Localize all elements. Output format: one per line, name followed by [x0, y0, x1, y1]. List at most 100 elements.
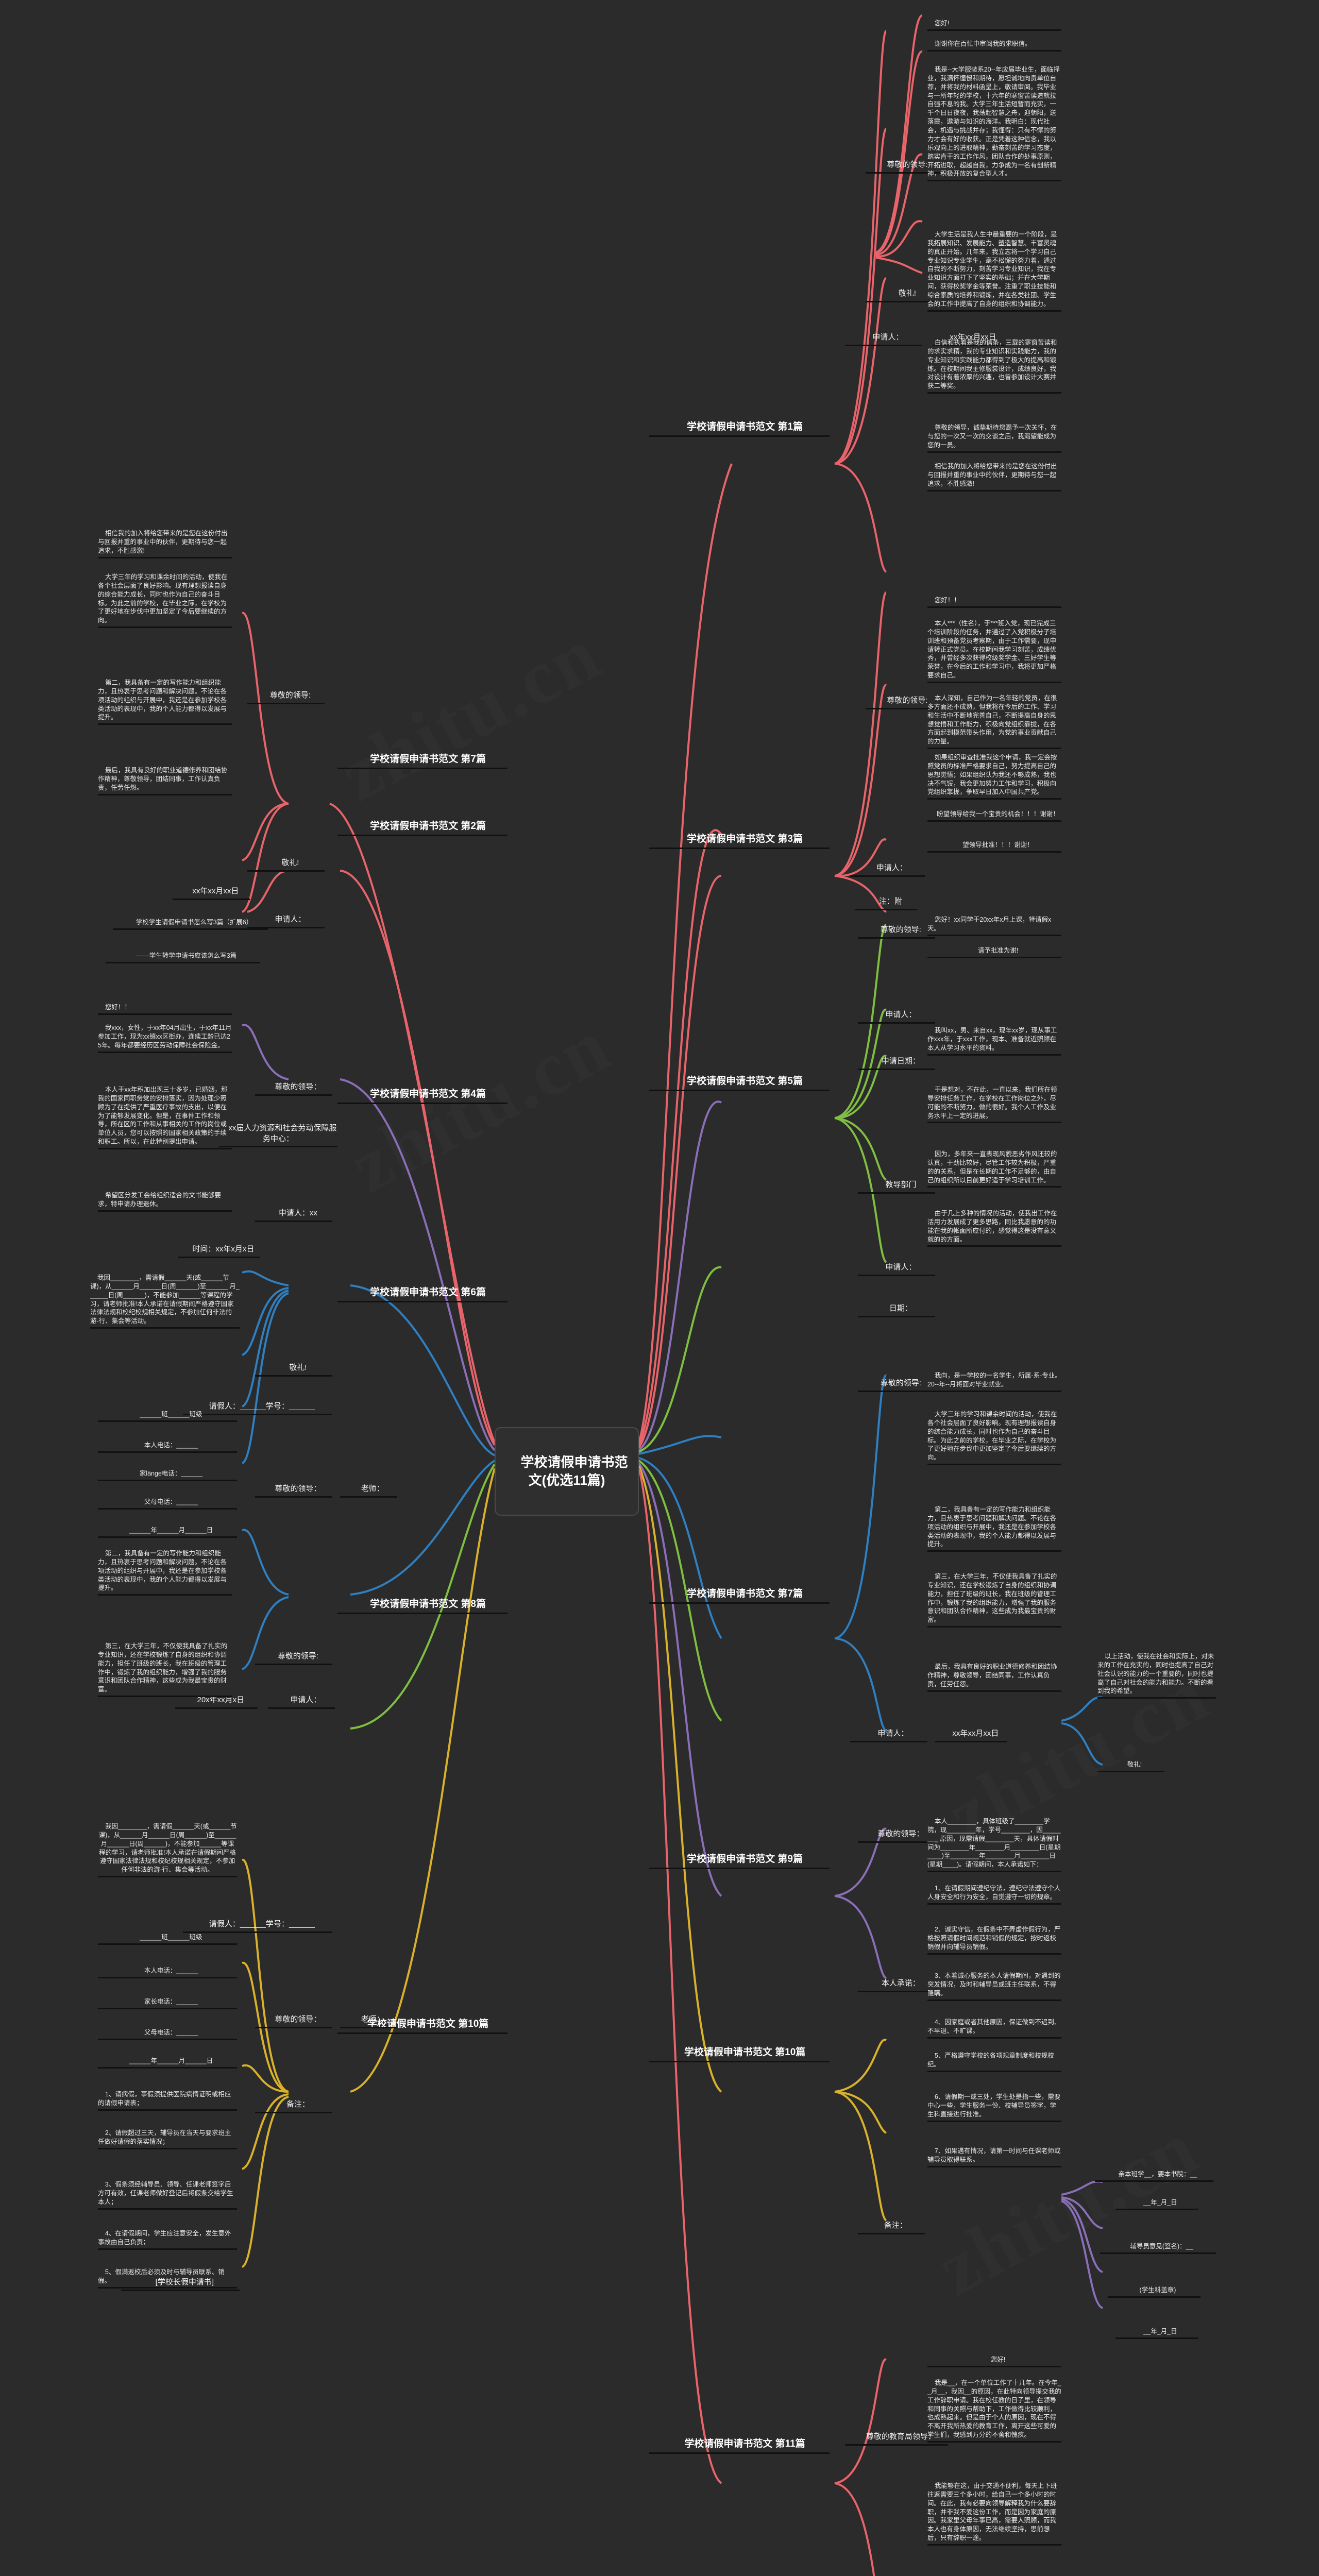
sub-b7-applicant[interactable]: 申请人：	[850, 1718, 927, 1742]
leaf-b9-2[interactable]: 2、诚实守信，在假条中不弄虚作假行为，严格按照请假时间规范和销假的规定，按时返校…	[927, 1917, 1061, 1955]
leaf-b7-salute[interactable]: 敬礼!	[1097, 1752, 1164, 1772]
sub-b7-leader[interactable]: 尊敬的领导:	[858, 1368, 935, 1392]
leaf-b10-3[interactable]: 家长电话：______	[98, 1989, 237, 2009]
leaf-class-counselor[interactable]: 亲本班学__，要本书院：__	[1095, 2161, 1213, 2182]
leaf-b5-3[interactable]: 于是想对，不在此，一直以来，我们所在领导安排任务工作，在学校在工作岗位之外，尽可…	[927, 1077, 1061, 1124]
sub-b10-leader[interactable]: 尊敬的领导：	[255, 2004, 332, 2028]
sub-b5-dept[interactable]: 教导部门	[858, 1170, 935, 1194]
sub-b10-requester[interactable]: 请假人：______学号：______	[183, 1909, 332, 1933]
sub-b1-date[interactable]: xx年xx月xx日	[933, 322, 1005, 346]
sub-b1-salute[interactable]: 敬礼!	[866, 278, 940, 302]
sub-b8-date[interactable]: 20x年xx月x日	[175, 1685, 258, 1709]
leaf-b10-2[interactable]: 本人电话：______	[98, 1958, 237, 1978]
sub-b10-note[interactable]: 备注：	[858, 2210, 925, 2234]
leaf-b10-0[interactable]: 我因________，需请假______天(或______节课)，从______…	[98, 1814, 237, 1878]
leaf-b11-1[interactable]: 我是__，在一个单位工作了十几年。在今年__月__，我因__的原因，在此特向领导…	[927, 2370, 1061, 2443]
leaf-b5-1[interactable]: 请予批准为谢!	[927, 938, 1061, 958]
sub-b3-applicant[interactable]: 申请人：	[850, 853, 925, 877]
leaf-b7-0[interactable]: 我向，是一学校的一名学生，所属-系-专业。20--年--月将面对毕业就业。	[927, 1363, 1061, 1392]
branch-label-4[interactable]: 学校请假申请书范文 第4篇	[337, 1074, 508, 1105]
branch-label-10[interactable]: 学校请假申请书范文 第10篇	[649, 2032, 830, 2063]
leaf-b10-9[interactable]: 4、在请假期间，学生应注意安全，发生意外事故由自己负责；	[98, 2221, 237, 2250]
leaf-b11-2[interactable]: 我能够在这，由于交通不便利，每天上下班往返需要三个多小时，给自己一个多小时的时间…	[927, 2473, 1061, 2546]
sub-left-salute-1[interactable]: 敬礼!	[247, 848, 325, 872]
leaf-b9-3[interactable]: 3、本着诚心服务的本人请假期间，对遇到的突发情况，及时和辅导员或班主任联系，不得…	[927, 1963, 1061, 2001]
leaf-left-4[interactable]: 最后，我具有良好的职业道德修养和团结协作精神，尊敬领导，团结同事，工作认真负责，…	[98, 757, 232, 795]
leaf-b4-1[interactable]: 本人于xx年积加出现三十多岁，已婚姻，那我的国家同职务党的安排落实，因为处理少照…	[98, 1077, 232, 1149]
leaf-b10-10[interactable]: 5、假满返校后必须及时与辅导员联系、销假。	[98, 2259, 237, 2289]
leaf-b5-2[interactable]: 我叫xx，男、来自xx，现年xx岁，现从事工作xxx年，于xxx工作，现本、准备…	[927, 1018, 1061, 1056]
branch-label-6[interactable]: 学校请假申请书范文 第6篇	[337, 1273, 508, 1303]
leaf-expand-2[interactable]: ——学生转学申请书应该怎么写3篇	[106, 943, 260, 963]
leaf-b1-2[interactable]: 我是--大学服装系20--年应届毕业生，面临择业，我满怀憧憬和期待，愿坦诚地向贵…	[927, 57, 1061, 182]
branch-label-3[interactable]: 学校请假申请书范文 第3篇	[649, 819, 830, 850]
leaf-b3-1[interactable]: 本人***（性名），于***班入党，现已完成三个培训阶段的任务，并通过了入党积极…	[927, 611, 1061, 683]
sub-b5-leader[interactable]: 尊敬的领导:	[858, 914, 935, 939]
leaf-b4-greeting[interactable]: 您好！！	[98, 994, 232, 1015]
leaf-expand-1[interactable]: 学校学生请假申请书怎么写3篇（扩展6）	[113, 909, 268, 930]
leaf-b11-0[interactable]: 您好!	[927, 2347, 1061, 2367]
branch-label-7-left[interactable]: 学校请假申请书范文 第7篇	[337, 739, 508, 770]
leaf-b3-5[interactable]: 望领导批准！！！谢谢！	[927, 832, 1061, 853]
sub-b11-leader[interactable]: 尊敬的教育局领导：	[845, 2421, 948, 2446]
leaf-stamp-note[interactable]: (学生科盖章)	[1108, 2277, 1200, 2298]
leaf-left-1[interactable]: 相信我的加入将给您带来的是您在这份付出与回报并重的事业中的伙伴，更期待与您一起追…	[98, 520, 232, 558]
sub-left-leader-1[interactable]: 尊敬的领导:	[247, 680, 325, 704]
leaf-b3-2[interactable]: 本人深知，自己作为一名年轻的党员，在很多方面还不成熟，但我将在今后的工作、学习和…	[927, 685, 1061, 750]
leaf-b8-1[interactable]: 第三，在大学三年，不仅使我具备了扎实的专业知识，还在学校锻炼了自身的组织和协调能…	[98, 1633, 232, 1698]
sub-b3-note[interactable]: 注：附	[855, 886, 917, 910]
sub-b1-greeting[interactable]: 尊敬的领导:	[866, 149, 940, 174]
leaf-b4-2[interactable]: 希望区分发工会给组织适合的文书能够要求，特申请办理退休。	[98, 1182, 232, 1212]
leaf-b5-0[interactable]: 您好！xx同学于20xx年x月上课，特请假x天。	[927, 907, 1061, 936]
leaf-b10-6[interactable]: 1、请病假，事假须提供医院病情证明或相应的请假申请表；	[98, 2081, 237, 2111]
leaf-b3-4[interactable]: 盼望领导给我一个宝贵的机会！！！谢谢！	[927, 801, 1061, 822]
sub-b3-greeting[interactable]: 尊敬的领导:	[866, 685, 940, 709]
leaf-b9-0[interactable]: 本人________，具体班级了________学院，现________年，学号…	[927, 1808, 1061, 1873]
leaf-b1-5[interactable]: 尊敬的领导，诚挚期待您赐予一次关怀，在与您的一次又一次的交谈之后，我渴望能成为您…	[927, 415, 1061, 453]
leaf-year-blank-1[interactable]: __年_月_日	[1115, 2190, 1198, 2210]
leaf-b9-7[interactable]: 7、如果遇有情况，请第一时间与任课老师或辅导员取得联系。	[927, 2138, 1061, 2167]
leaf-left-2[interactable]: 大学三年的学习和课余时间的活动，使我在各个社会层面了良好影响。现有理想报读自身的…	[98, 564, 232, 629]
leaf-b1-0[interactable]: 您好!	[927, 10, 1061, 31]
leaf-b10-4[interactable]: 父母电话：______	[98, 2020, 237, 2040]
sub-b10-remark[interactable]: 备注：	[255, 2089, 332, 2113]
leaf-b6-0[interactable]: 我因________，需请假______天(或______节课)，从______…	[90, 1265, 240, 1329]
branch-label-8[interactable]: 学校请假申请书范文 第8篇	[337, 1584, 508, 1615]
leaf-b3-3[interactable]: 如果组织审查批准我这个申请，我一定会按照党员的标准严格要求自己，努力提高自己的思…	[927, 744, 1061, 800]
sub-b10-teacher[interactable]: 老师：	[340, 2004, 397, 2028]
branch-label-5[interactable]: 学校请假申请书范文 第5篇	[649, 1061, 830, 1092]
leaf-b6-4[interactable]: 父母电话：______	[98, 1489, 237, 1510]
branch-label-2[interactable]: 学校请假申请书范文 第2篇	[337, 806, 508, 837]
sub-b10-bracket[interactable]: [学校长假申请书]	[121, 2267, 240, 2291]
leaf-b3-0[interactable]: 您好！！	[927, 587, 1061, 608]
leaf-b10-1[interactable]: ______班______班级	[98, 1924, 237, 1945]
sub-b5-applicant2[interactable]: 申请人：	[858, 1252, 935, 1276]
leaf-b10-7[interactable]: 2、请假超过三天，辅导员在当天与要求班主任做好请假的落实情况；	[98, 2120, 237, 2149]
sub-b4-leader[interactable]: 尊敬的领导：	[255, 1072, 332, 1096]
leaf-b9-4[interactable]: 4、因家庭或者其他原因，保证做到不迟到、不早退、不旷课。	[927, 2009, 1061, 2039]
sub-b1-applicant[interactable]: 申请人：	[845, 322, 922, 346]
branch-label-9[interactable]: 学校请假申请书范文 第9篇	[649, 1839, 830, 1870]
sub-b4-org[interactable]: xx届人力资源和社会劳动保障服务中心：	[219, 1113, 337, 1147]
leaf-b7-2[interactable]: 第二，我具备有一定的写作能力和组织能力，且热衷于思考问题和解决问题。不论在各项活…	[927, 1497, 1061, 1552]
sub-b6-leader[interactable]: 尊敬的领导：	[255, 1473, 332, 1498]
leaf-b6-5[interactable]: ______年______月______日	[98, 1517, 237, 1538]
sub-b6-requester[interactable]: 请假人：______学号：______	[183, 1391, 332, 1415]
sub-b8-leader[interactable]: 尊敬的领导:	[255, 1641, 332, 1665]
leaf-b7-1[interactable]: 大学三年的学习和课余时间的活动，使我在各个社会层面了良好影响。现有理想报读自身的…	[927, 1401, 1061, 1466]
leaf-b1-1[interactable]: 谢谢你在百忙中审阅我的求职信。	[927, 31, 1061, 52]
leaf-b5-4[interactable]: 因为，多年来一直表现风貌恶劣作风还较的认真，干劲比较好，尽管工作较为积极，严重的…	[927, 1141, 1061, 1188]
sub-b9-pledge[interactable]: 本人承诺：	[858, 1968, 935, 1992]
branch-label-7[interactable]: 学校请假申请书范文 第7篇	[649, 1574, 830, 1604]
branch-label-10-left[interactable]: 学校请假申请书范文 第10篇	[337, 2004, 508, 2035]
leaf-b9-6[interactable]: 6、请假期一或三处，学生处是指一些，需要中心一些，学生服务一份、校辅导员签字，学…	[927, 2084, 1061, 2122]
sub-b6-salute[interactable]: 敬礼!	[255, 1352, 332, 1377]
sub-b7-date[interactable]: xx年xx月xx日	[935, 1718, 1007, 1742]
root-node[interactable]: 学校请假申请书范文(优选11篇)	[495, 1427, 639, 1516]
leaf-b6-3[interactable]: 家länge电话：______	[98, 1461, 237, 1481]
leaf-counselor-opinion[interactable]: 辅导员意见(签名)：__	[1100, 2233, 1216, 2254]
leaf-b1-6[interactable]: 相信我的加入将给您带来的是您在这份付出与回报并重的事业中的伙伴，更期待与您一起追…	[927, 453, 1061, 492]
leaf-left-3[interactable]: 第二，我具备有一定的写作能力和组织能力，且热衷于思考问题和解决问题。不论在各项活…	[98, 670, 232, 725]
sub-left-applicant-1[interactable]: 申请人：	[247, 904, 325, 928]
leaf-b7-4[interactable]: 最后，我具有良好的职业道德修养和团结协作精神，尊敬领导，团结同事，工作认真负责，…	[927, 1654, 1061, 1692]
